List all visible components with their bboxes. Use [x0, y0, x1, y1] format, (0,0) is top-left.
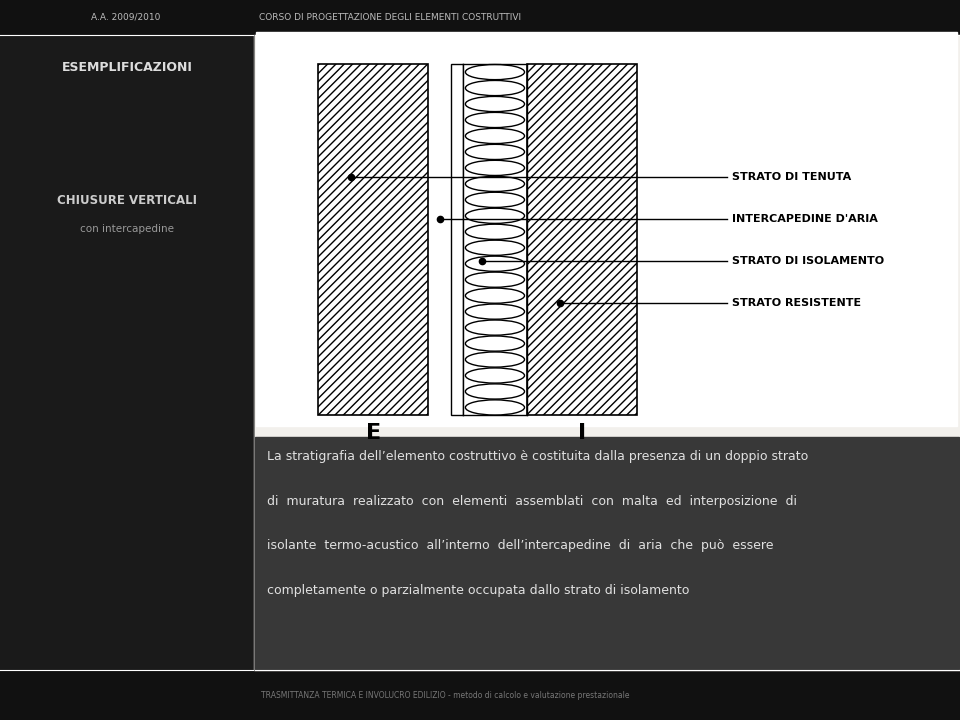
Text: TRASMITTANZA TERMICA E INVOLUCRO EDILIZIO - metodo di calcolo e valutazione pres: TRASMITTANZA TERMICA E INVOLUCRO EDILIZI… — [261, 690, 630, 700]
Text: E: E — [366, 423, 381, 444]
Text: CORSO DI PROGETTAZIONE DEGLI ELEMENTI COSTRUTTIVI: CORSO DI PROGETTAZIONE DEGLI ELEMENTI CO… — [259, 13, 521, 22]
Text: isolante  termo-acustico  all’interno  dell’intercapedine  di  aria  che  può  e: isolante termo-acustico all’interno dell… — [267, 539, 774, 552]
Bar — [256, 32, 957, 426]
Text: A.A. 2009/2010: A.A. 2009/2010 — [91, 13, 160, 22]
Text: STRATO DI ISOLAMENTO: STRATO DI ISOLAMENTO — [732, 256, 883, 266]
Bar — [451, 64, 463, 415]
Bar — [527, 64, 637, 415]
Bar — [255, 437, 959, 669]
Text: STRATO RESISTENTE: STRATO RESISTENTE — [732, 298, 861, 308]
Bar — [254, 35, 960, 670]
Bar — [463, 64, 527, 415]
Text: completamente o parzialmente occupata dallo strato di isolamento: completamente o parzialmente occupata da… — [267, 584, 689, 597]
Text: di  muratura  realizzato  con  elementi  assemblati  con  malta  ed  interposizi: di muratura realizzato con elementi asse… — [267, 495, 797, 508]
Text: con intercapedine: con intercapedine — [81, 225, 174, 235]
Bar — [319, 64, 428, 415]
Bar — [0, 35, 254, 670]
Text: I: I — [578, 423, 587, 444]
Text: INTERCAPEDINE D'ARIA: INTERCAPEDINE D'ARIA — [732, 214, 877, 224]
Text: La stratigrafia dell’elemento costruttivo è costituita dalla presenza di un dopp: La stratigrafia dell’elemento costruttiv… — [267, 450, 808, 463]
Text: ESEMPLIFICAZIONI: ESEMPLIFICAZIONI — [61, 61, 193, 74]
Bar — [0, 0, 960, 35]
Text: STRATO DI TENUTA: STRATO DI TENUTA — [732, 171, 851, 181]
Bar — [0, 670, 960, 720]
Text: CHIUSURE VERTICALI: CHIUSURE VERTICALI — [58, 194, 197, 207]
